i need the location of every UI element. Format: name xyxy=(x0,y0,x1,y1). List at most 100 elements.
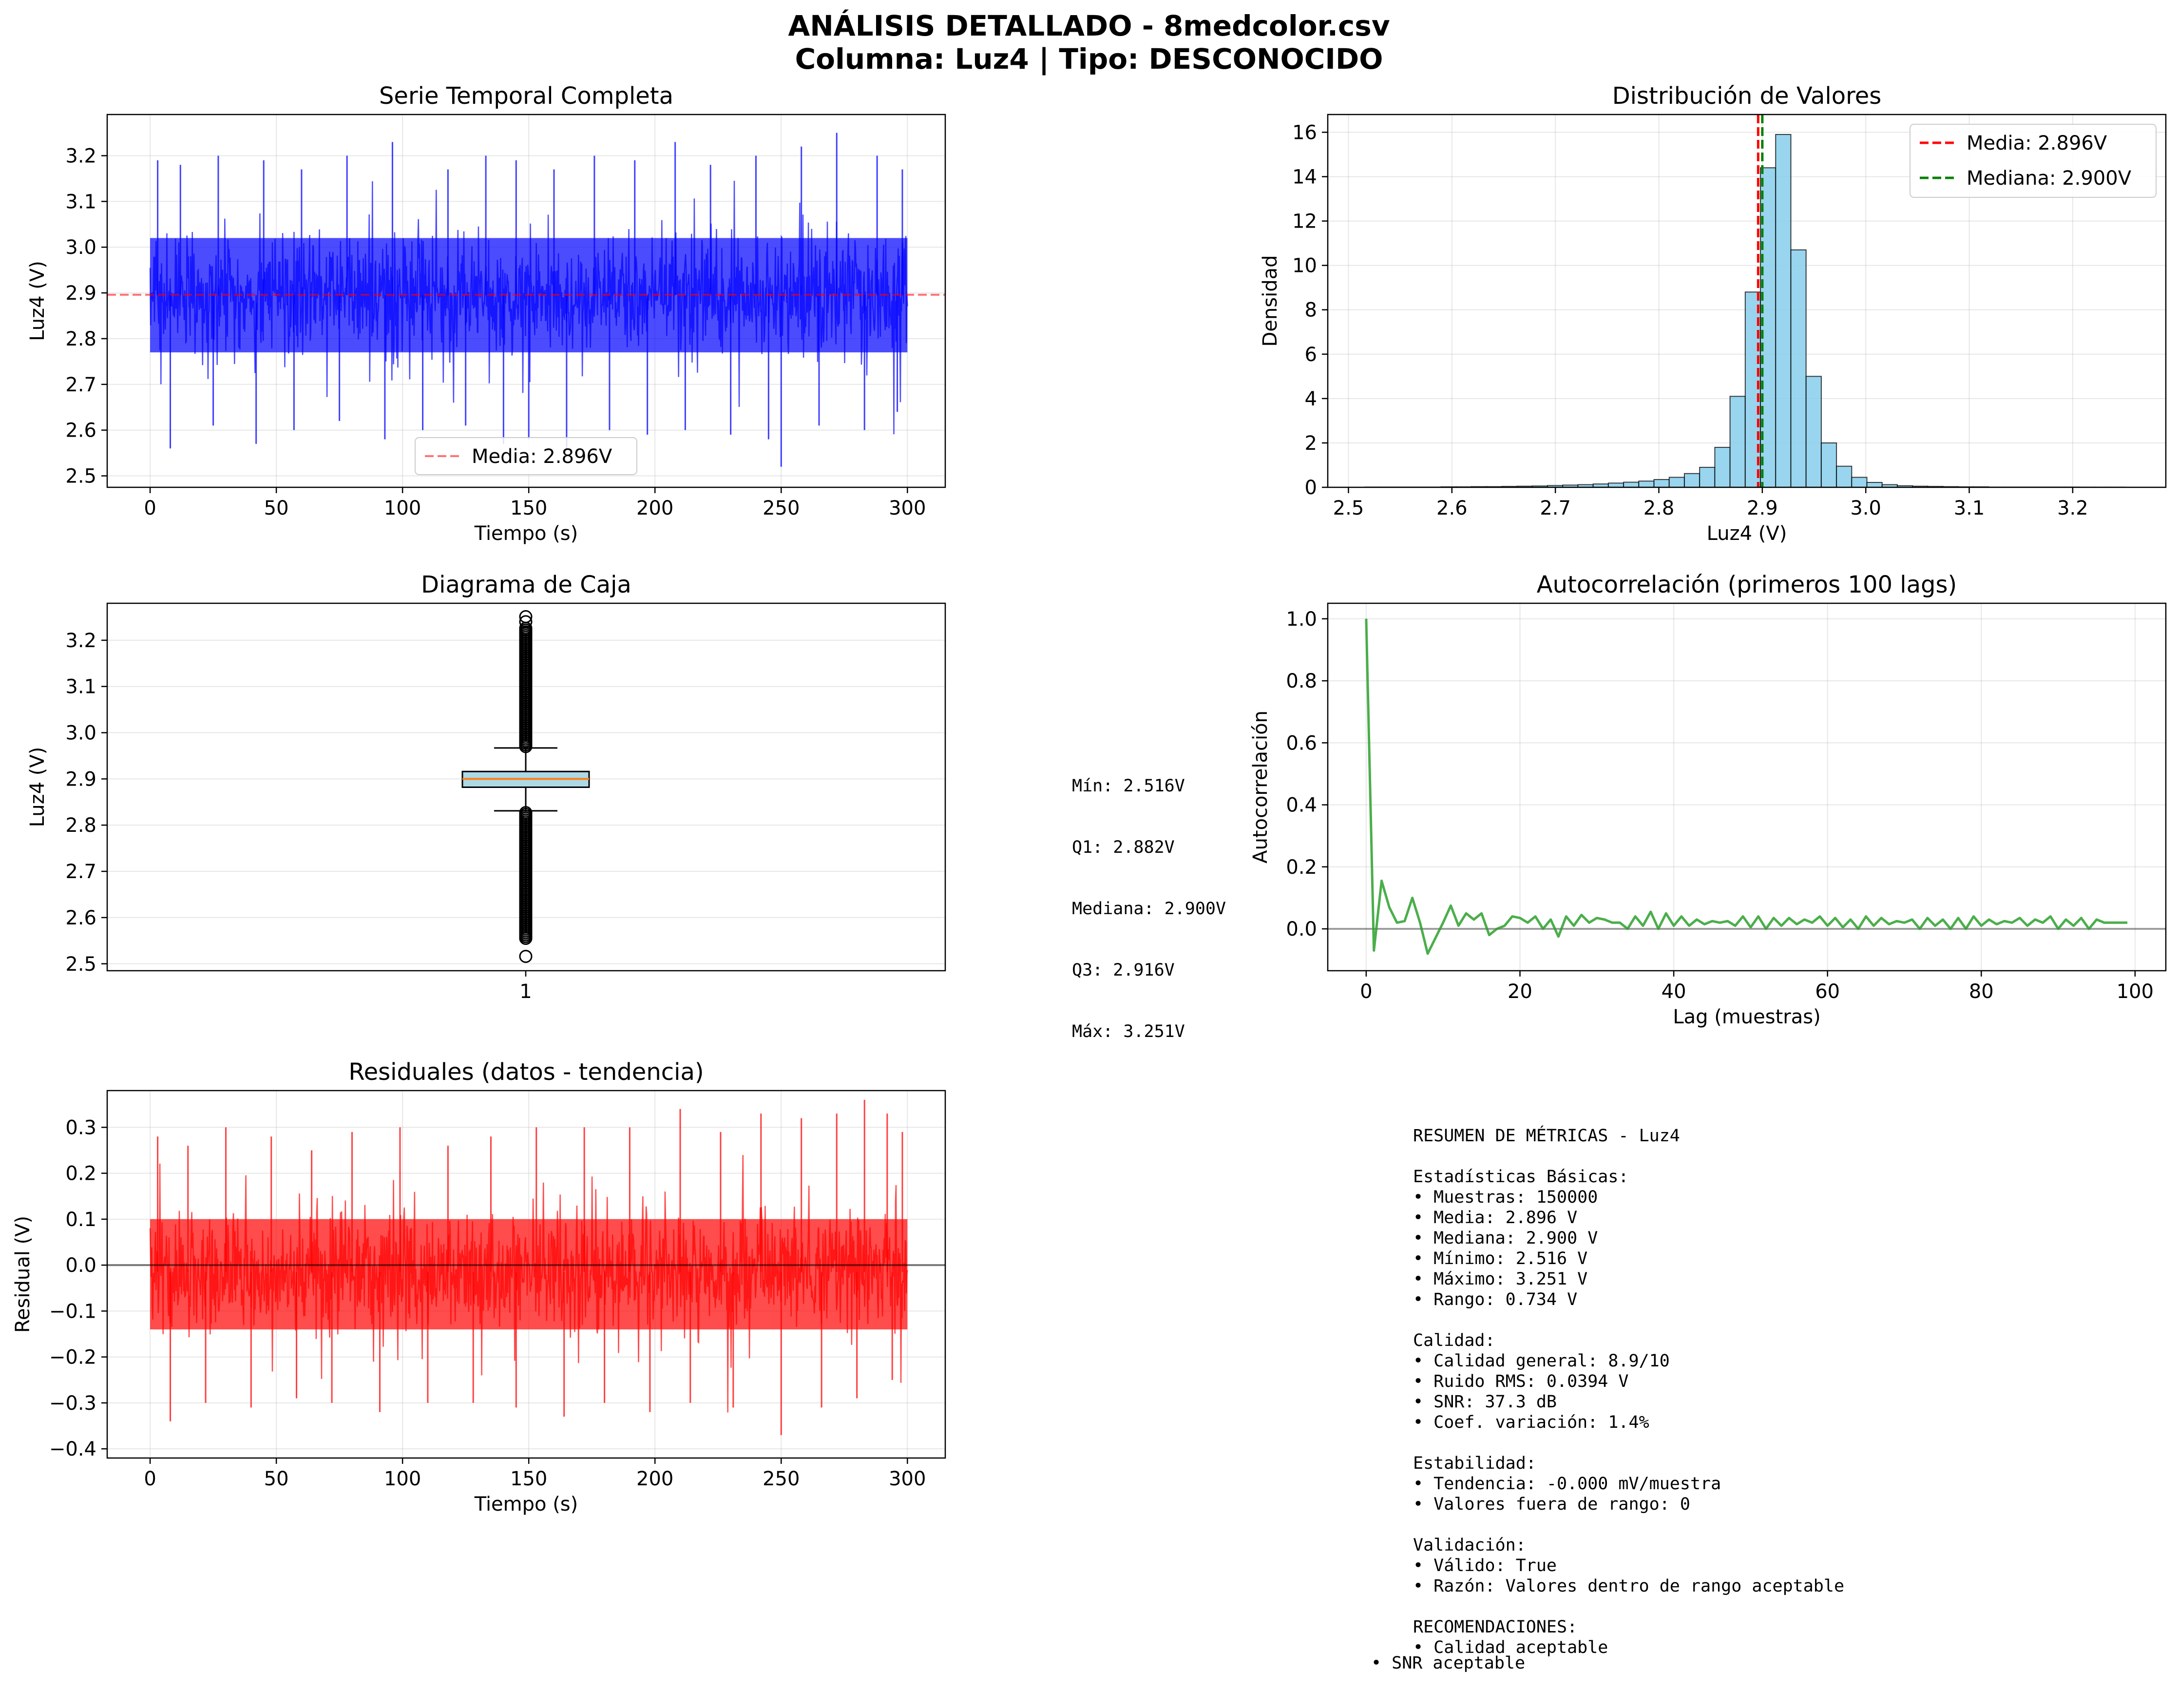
x-tick-label: 300 xyxy=(889,1468,926,1490)
y-tick-label: 0.4 xyxy=(1286,794,1317,817)
metrics-summary: RESUMEN DE MÉTRICAS - Luz4 Estadísticas … xyxy=(1413,1126,1844,1658)
x-tick-label: 100 xyxy=(384,497,421,519)
metrics-line: Estabilidad: xyxy=(1413,1454,1536,1473)
axes-frame xyxy=(106,114,946,488)
figure-title-line2: Columna: Luz4 | Tipo: DESCONOCIDO xyxy=(795,42,1383,76)
legend: Media: 2.896V xyxy=(415,437,637,475)
metrics-last-line: • SNR aceptable xyxy=(1371,1653,1526,1673)
y-tick-label: 0 xyxy=(1305,477,1317,499)
histogram-bar xyxy=(1668,477,1685,488)
boxplot xyxy=(461,610,590,963)
metrics-line: • Máximo: 3.251 V xyxy=(1413,1269,1588,1289)
legend-box xyxy=(1910,124,2157,198)
x-axis-label: Luz4 (V) xyxy=(1707,522,1787,545)
y-tick-label: 12 xyxy=(1292,211,1317,233)
metrics-line: • Ruido RMS: 0.0394 V xyxy=(1413,1372,1629,1391)
y-tick-label: 10 xyxy=(1292,255,1317,277)
y-tick-label: 3.1 xyxy=(65,191,96,213)
panel-title: Distribución de Valores xyxy=(1612,82,1882,110)
panel-time_series: 2.5 2.6 2.7 2.8 2.9 3.0 3.1 3.2 0 50 100 150 200 250 3… xyxy=(26,82,946,545)
x-tick-label: 250 xyxy=(763,497,800,519)
x-axis-label: Tiempo (s) xyxy=(474,1493,578,1516)
histogram-bar xyxy=(1683,473,1700,488)
histogram-bar xyxy=(1729,396,1746,488)
x-tick-label: 3.2 xyxy=(2057,497,2088,519)
legend-label-median: Mediana: 2.900V xyxy=(1967,167,2132,190)
x-tick-label: 200 xyxy=(636,1468,673,1490)
metrics-line: • Muestras: 150000 xyxy=(1413,1188,1598,1207)
x-tick-label: 80 xyxy=(1969,980,1994,1003)
outlier-point xyxy=(519,950,533,963)
legend-label-mean: Media: 2.896V xyxy=(1967,132,2107,154)
box-stat-q1: Q1: 2.882V xyxy=(1072,838,1175,857)
y-tick-label: 8 xyxy=(1305,299,1317,322)
y-tick-label: 2 xyxy=(1305,432,1317,455)
x-tick-label: 150 xyxy=(510,1468,547,1490)
y-tick-label: 3.2 xyxy=(65,630,96,652)
metrics-line: • Media: 2.896 V xyxy=(1413,1208,1578,1228)
x-tick-label: 150 xyxy=(510,497,547,519)
x-tick-label: 60 xyxy=(1815,980,1840,1003)
y-tick-label: 0.2 xyxy=(65,1163,96,1185)
histogram-bar xyxy=(1699,467,1716,488)
acf-series-line xyxy=(1365,618,2128,955)
x-tick-label: 250 xyxy=(763,1468,800,1490)
y-axis-label: Luz4 (V) xyxy=(26,747,49,827)
box-stat-q3: Q3: 2.916V xyxy=(1072,960,1175,980)
metrics-line: • SNR: 37.3 dB xyxy=(1413,1392,1557,1412)
y-axis-label: Autocorrelación xyxy=(1249,710,1272,864)
y-axis-label: Densidad xyxy=(1259,255,1281,346)
x-tick-label: 200 xyxy=(636,497,673,519)
axes-frame xyxy=(106,1090,946,1459)
metrics-line xyxy=(1413,1146,1844,1167)
metrics-line: RECOMENDACIONES: xyxy=(1413,1617,1578,1637)
x-tick-label: 2.7 xyxy=(1540,497,1571,519)
box-stat-median: Mediana: 2.900V xyxy=(1072,899,1226,919)
y-tick-label: 2.6 xyxy=(65,907,96,929)
x-tick-label: 50 xyxy=(264,1468,289,1490)
metrics-line: • Calidad general: 8.9/10 xyxy=(1413,1351,1670,1371)
panel-boxplot: 2.5 2.6 2.7 2.8 2.9 3.0 3.1 3.2 Diagrama de Caja… xyxy=(26,571,946,1003)
figure-title-line1: ANÁLISIS DETALLADO - 8medcolor.csv xyxy=(788,9,1390,42)
residual-series-group xyxy=(149,1099,908,1435)
y-tick-label: 2.9 xyxy=(65,768,96,790)
x-tick-label: 100 xyxy=(384,1468,421,1490)
y-tick-label: 4 xyxy=(1305,388,1317,410)
panel-title: Diagrama de Caja xyxy=(421,571,631,598)
y-tick-label: 2.5 xyxy=(65,953,96,976)
y-tick-label: −0.4 xyxy=(49,1438,96,1460)
x-tick-label: 0 xyxy=(144,497,156,519)
y-tick-label: 0.1 xyxy=(65,1209,96,1231)
y-tick-label: 2.8 xyxy=(65,328,96,350)
y-tick-label: 0.3 xyxy=(65,1116,96,1139)
x-tick-label: 2.9 xyxy=(1747,497,1778,519)
panel-histogram: 0 2 4 6 8 10 12 14 16 2.5 2.6 2.7 2.8 2.9 3.0 3.1 3.2 Dis… xyxy=(1259,82,2167,545)
metrics-line: • Mediana: 2.900 V xyxy=(1413,1228,1598,1248)
metrics-line: Calidad: xyxy=(1413,1331,1495,1350)
y-tick-label: −0.2 xyxy=(49,1346,96,1369)
x-axis-label: Tiempo (s) xyxy=(474,522,578,545)
metrics-line: • Rango: 0.734 V xyxy=(1413,1290,1578,1309)
metrics-line: RESUMEN DE MÉTRICAS - Luz4 xyxy=(1413,1126,1680,1146)
metrics-line: Estadísticas Básicas: xyxy=(1413,1167,1629,1187)
y-tick-label: 3.0 xyxy=(65,236,96,259)
y-tick-label: 0.2 xyxy=(1286,856,1317,879)
y-tick-label: 2.9 xyxy=(65,282,96,305)
box-stats-annotation: Mín: 2.516V Q1: 2.882V Mediana: 2.900V Q… xyxy=(1072,735,1226,1062)
metrics-line: • Mínimo: 2.516 V xyxy=(1413,1249,1588,1268)
x-tick-label: 40 xyxy=(1662,980,1686,1003)
histogram-bar xyxy=(1805,376,1822,488)
histogram-bar xyxy=(1790,249,1807,488)
y-tick-label: 1.0 xyxy=(1286,608,1317,631)
histogram-bar xyxy=(1607,482,1624,488)
metrics-line: • Coef. variación: 1.4% xyxy=(1413,1413,1649,1432)
outlier-point xyxy=(519,615,533,629)
y-tick-label: 3.1 xyxy=(65,676,96,698)
y-tick-label: 0.0 xyxy=(1286,918,1317,940)
axes-frame xyxy=(1327,114,2167,488)
histogram-bar xyxy=(1623,481,1640,488)
y-tick-label: 3.2 xyxy=(65,145,96,167)
box-stat-min: Mín: 2.516V xyxy=(1072,776,1185,796)
x-tick-label: 300 xyxy=(889,497,926,519)
